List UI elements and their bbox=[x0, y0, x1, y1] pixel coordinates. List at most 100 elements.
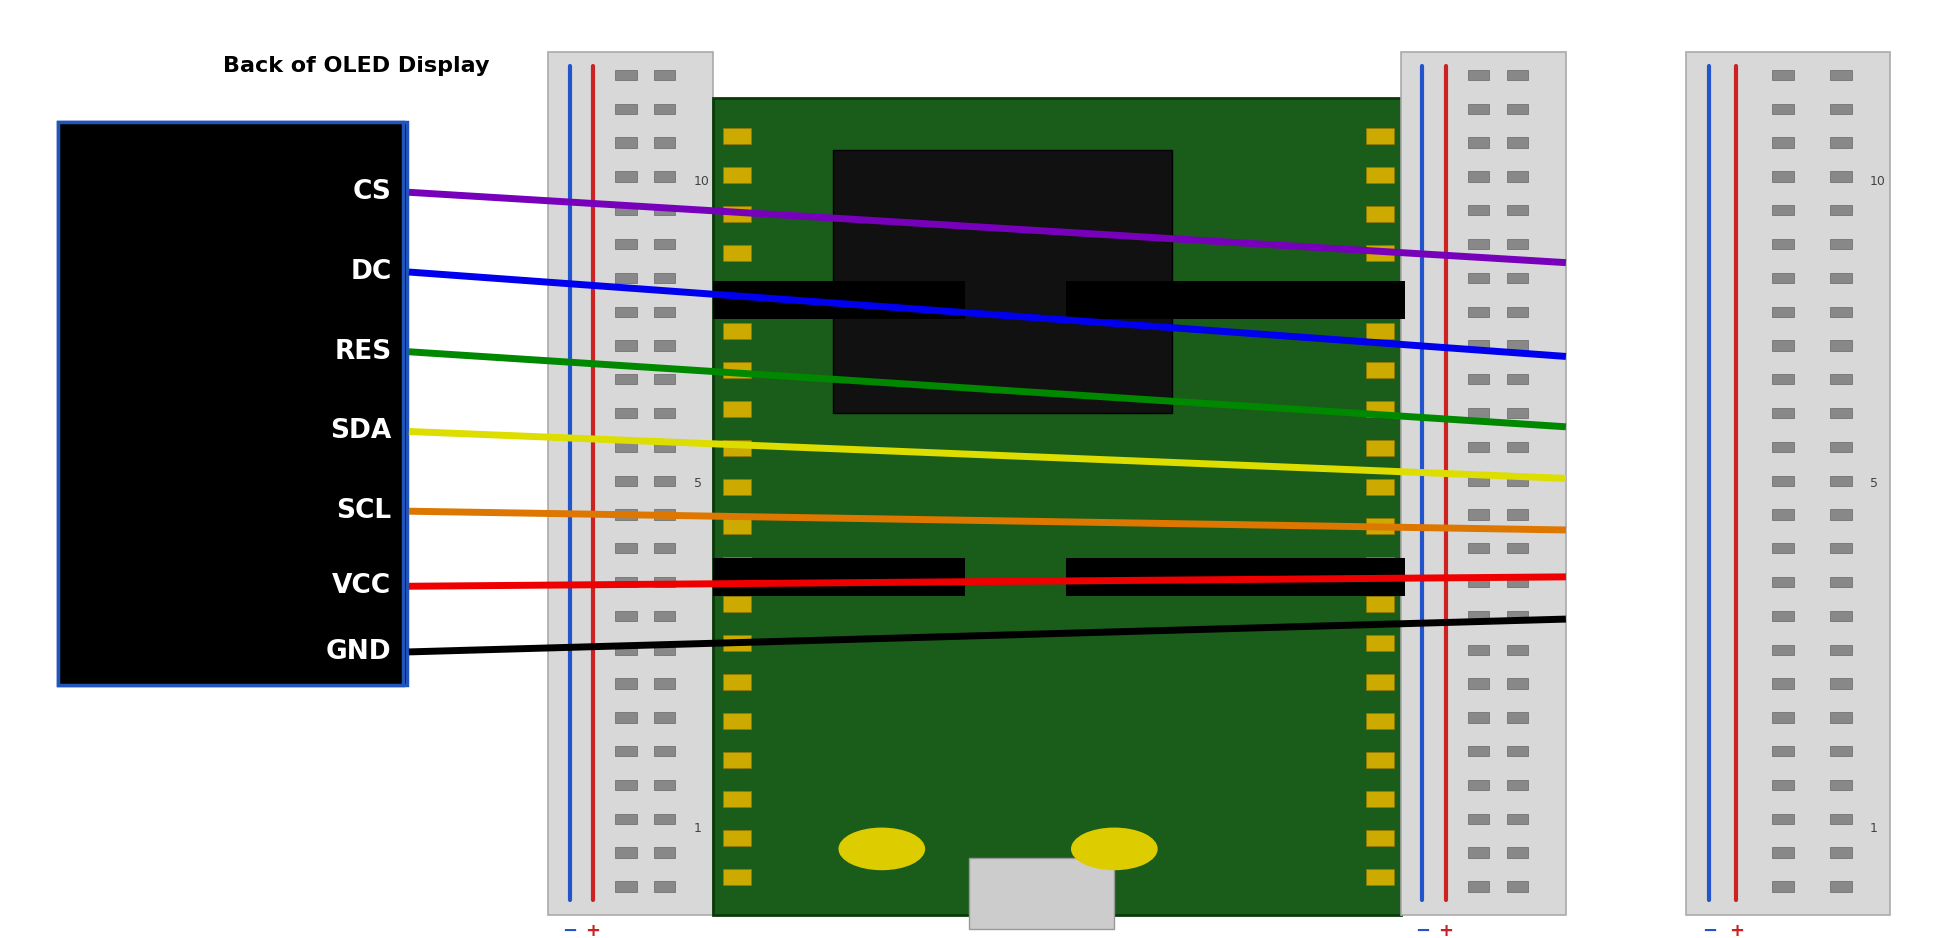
Bar bbox=[1366, 869, 1393, 885]
Bar bbox=[1469, 442, 1488, 452]
Bar bbox=[1771, 813, 1795, 824]
Bar bbox=[616, 374, 636, 385]
Bar bbox=[616, 70, 636, 81]
Bar bbox=[1771, 104, 1795, 114]
Text: RES: RES bbox=[333, 339, 391, 365]
Bar bbox=[1829, 577, 1851, 587]
Bar bbox=[723, 167, 750, 184]
Bar bbox=[723, 751, 750, 768]
Bar bbox=[1771, 273, 1795, 283]
Bar bbox=[1366, 361, 1393, 378]
Bar bbox=[58, 122, 403, 685]
Bar bbox=[616, 644, 636, 655]
Bar bbox=[655, 611, 674, 621]
Bar bbox=[1829, 307, 1851, 317]
Bar bbox=[1771, 712, 1795, 722]
Bar bbox=[1508, 104, 1527, 114]
Bar bbox=[1508, 172, 1527, 182]
Bar bbox=[1469, 847, 1488, 857]
Bar bbox=[655, 172, 674, 182]
Text: Back of OLED Display: Back of OLED Display bbox=[223, 55, 490, 76]
Bar bbox=[723, 401, 750, 417]
Bar bbox=[655, 543, 674, 553]
Text: +: + bbox=[585, 922, 601, 938]
Bar bbox=[616, 543, 636, 553]
Bar bbox=[548, 52, 713, 915]
Bar bbox=[1508, 813, 1527, 824]
Bar bbox=[616, 273, 636, 283]
Bar bbox=[655, 813, 674, 824]
Bar bbox=[1469, 779, 1488, 790]
Bar bbox=[616, 779, 636, 790]
Bar bbox=[723, 791, 750, 808]
Bar bbox=[655, 678, 674, 688]
Text: 1: 1 bbox=[694, 822, 702, 835]
Bar bbox=[723, 205, 750, 222]
Bar bbox=[1771, 239, 1795, 250]
Bar bbox=[1366, 323, 1393, 340]
Bar bbox=[655, 239, 674, 250]
Bar bbox=[1771, 408, 1795, 418]
Bar bbox=[1771, 847, 1795, 857]
Bar bbox=[1366, 205, 1393, 222]
Bar bbox=[616, 408, 636, 418]
Text: DC: DC bbox=[351, 259, 391, 285]
Bar bbox=[1469, 138, 1488, 148]
Text: SDA: SDA bbox=[329, 418, 391, 445]
Bar bbox=[1829, 611, 1851, 621]
Bar bbox=[1469, 408, 1488, 418]
Text: 10: 10 bbox=[694, 174, 709, 188]
Bar bbox=[1771, 611, 1795, 621]
Circle shape bbox=[1072, 828, 1157, 870]
Bar bbox=[1771, 340, 1795, 351]
Bar bbox=[1508, 712, 1527, 722]
Bar bbox=[1771, 307, 1795, 317]
Bar bbox=[655, 476, 674, 486]
Bar bbox=[1508, 239, 1527, 250]
Bar bbox=[1771, 543, 1795, 553]
Bar bbox=[1508, 340, 1527, 351]
Bar bbox=[1829, 172, 1851, 182]
Text: 10: 10 bbox=[1870, 174, 1886, 188]
Bar bbox=[1366, 128, 1393, 144]
Bar bbox=[616, 205, 636, 216]
Bar bbox=[1508, 476, 1527, 486]
Bar bbox=[655, 205, 674, 216]
Bar bbox=[833, 150, 1172, 413]
Bar bbox=[1771, 138, 1795, 148]
Bar bbox=[1829, 408, 1851, 418]
Bar bbox=[1469, 205, 1488, 216]
Bar bbox=[1469, 509, 1488, 520]
Bar bbox=[655, 882, 674, 891]
Bar bbox=[1508, 307, 1527, 317]
Bar bbox=[1829, 104, 1851, 114]
Text: GND: GND bbox=[326, 639, 391, 665]
Bar bbox=[1469, 273, 1488, 283]
Bar bbox=[616, 172, 636, 182]
Bar bbox=[1771, 779, 1795, 790]
Bar bbox=[1508, 746, 1527, 756]
Bar bbox=[1366, 401, 1393, 417]
Bar bbox=[1771, 746, 1795, 756]
Bar bbox=[723, 596, 750, 613]
Text: VCC: VCC bbox=[331, 573, 391, 599]
Bar bbox=[723, 128, 750, 144]
Text: CS: CS bbox=[353, 179, 391, 205]
Bar bbox=[616, 577, 636, 587]
Bar bbox=[655, 307, 674, 317]
Bar bbox=[1508, 138, 1527, 148]
Bar bbox=[1771, 172, 1795, 182]
Bar bbox=[1366, 673, 1393, 690]
Bar bbox=[1366, 167, 1393, 184]
Bar bbox=[1508, 611, 1527, 621]
Bar bbox=[1771, 882, 1795, 891]
Bar bbox=[1771, 476, 1795, 486]
Bar bbox=[655, 847, 674, 857]
Bar bbox=[655, 104, 674, 114]
Bar bbox=[1366, 556, 1393, 573]
Bar bbox=[1508, 882, 1527, 891]
Bar bbox=[1829, 746, 1851, 756]
Text: +: + bbox=[1729, 922, 1744, 938]
Bar bbox=[1508, 509, 1527, 520]
Bar bbox=[1771, 644, 1795, 655]
